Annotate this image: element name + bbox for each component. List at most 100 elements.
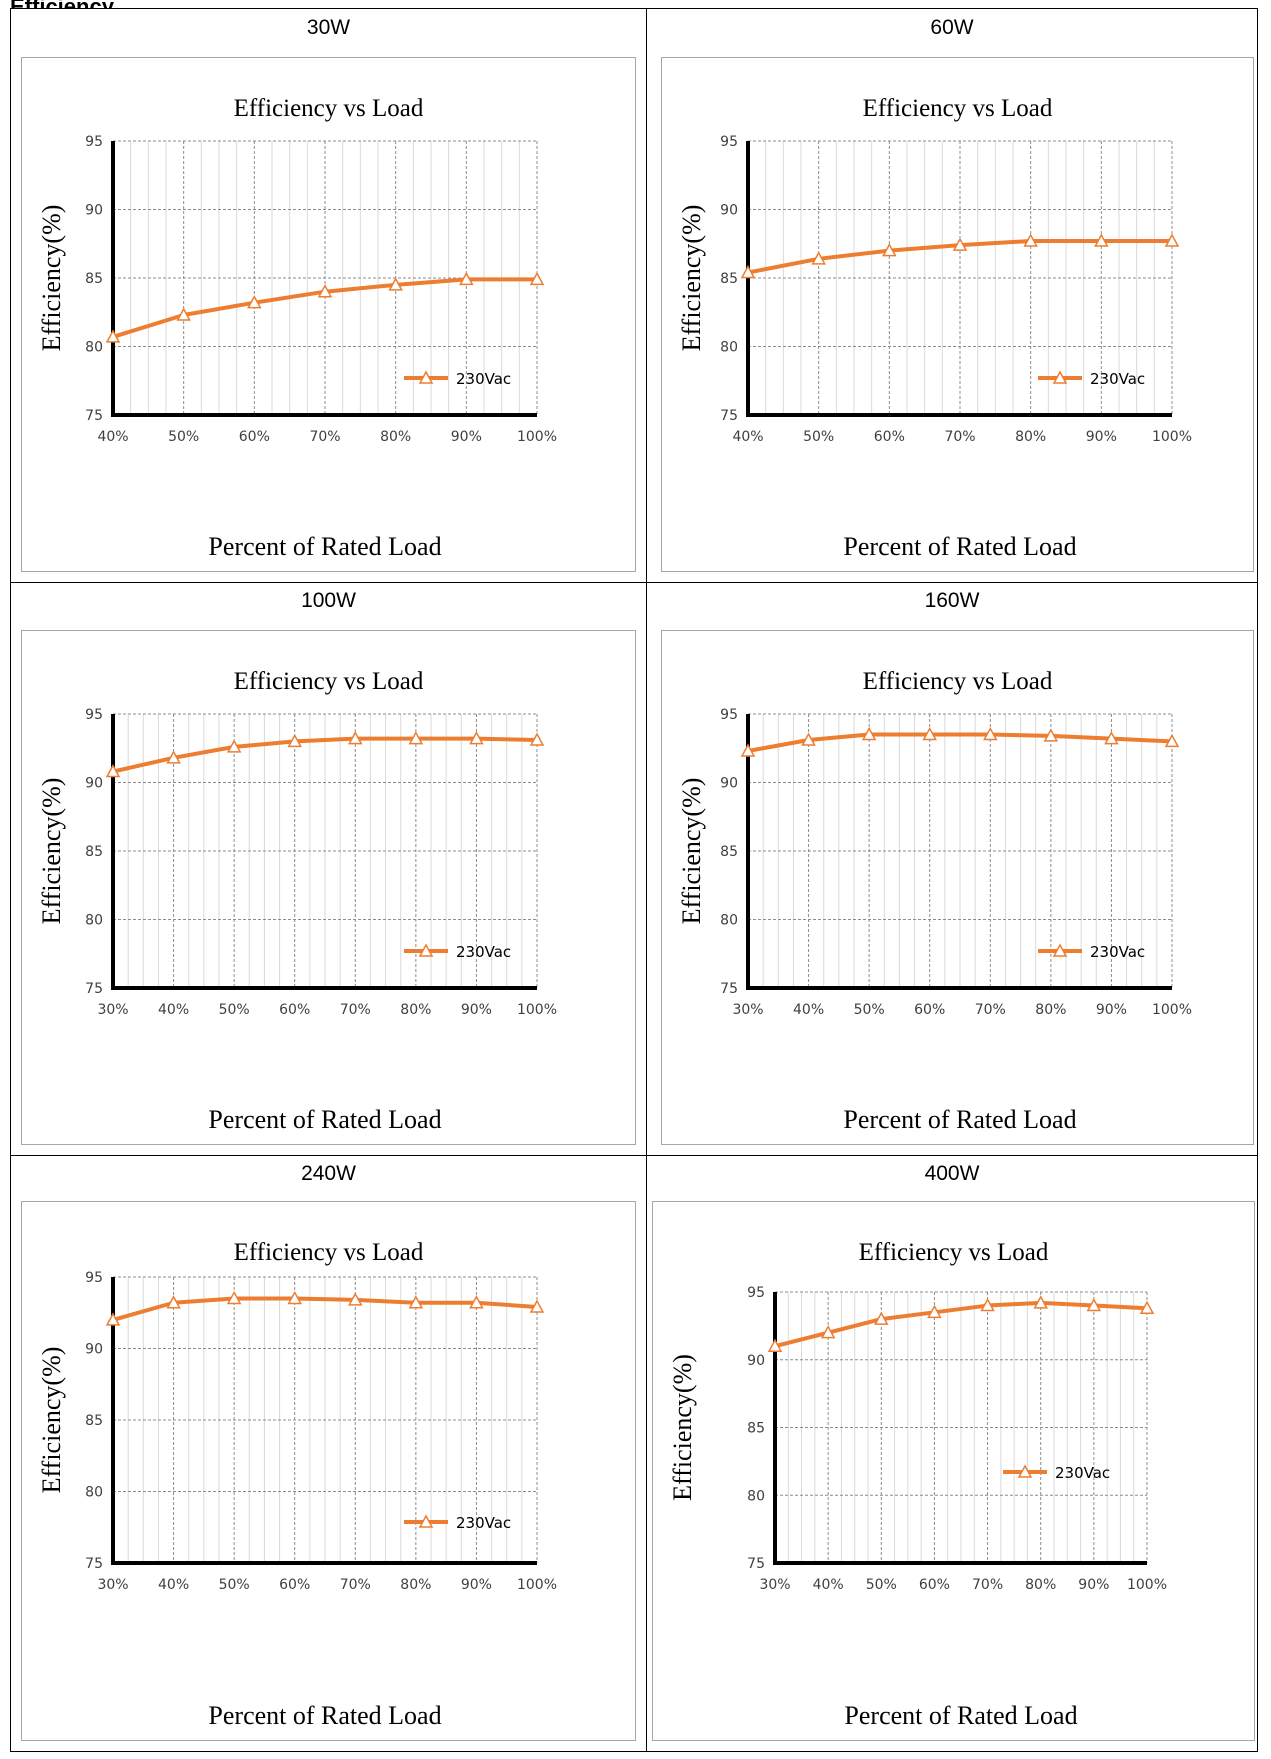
x-tick-label: 30% [97, 1002, 128, 1018]
data-point-marker [801, 732, 816, 746]
y-axis-title: Efficiency(%) [37, 205, 66, 352]
chart-panel: Efficiency vs Load 75 80 85 90 95 30% 40% 50% 60%… [661, 630, 1254, 1145]
y-tick-label: 75 [85, 981, 103, 997]
data-point-marker [287, 1290, 302, 1305]
y-tick-label: 90 [720, 776, 738, 792]
x-tick-label: 90% [461, 1577, 492, 1593]
legend-label: 230Vac [1090, 943, 1145, 961]
y-tick-label: 75 [720, 981, 738, 997]
x-tick-label: 70% [944, 429, 975, 445]
data-point-marker [882, 243, 897, 257]
efficiency-chart-svg: Efficiency vs Load 75 80 85 90 95 30% 40% 50% 60%… [37, 668, 557, 1134]
data-point-marker [740, 743, 756, 757]
x-tick-label: 90% [1096, 1002, 1127, 1018]
x-tick-label: 100% [517, 1577, 557, 1593]
y-tick-label: 80 [85, 913, 103, 929]
legend: 230Vac [1038, 370, 1145, 388]
x-tick-label: 60% [239, 429, 270, 445]
data-point-marker [408, 1295, 424, 1309]
x-tick-label: 40% [793, 1002, 824, 1018]
row-divider [11, 582, 1257, 583]
data-point-marker [980, 1297, 995, 1312]
chart-panel: Efficiency vs Load 75 80 85 90 95 30% 40% 50% 60%… [652, 1201, 1255, 1741]
x-tick-label: 100% [1127, 1577, 1167, 1593]
x-axis-title: Percent of Rated Load [844, 1701, 1077, 1730]
y-axis-title: Efficiency(%) [677, 205, 706, 352]
legend: 230Vac [1038, 943, 1145, 961]
efficiency-chart-svg: Efficiency vs Load 75 80 85 90 95 30% 40% 50% 60%… [668, 1239, 1167, 1730]
legend: 230Vac [404, 370, 511, 388]
chart-title: Efficiency vs Load [234, 668, 424, 695]
y-tick-label: 90 [747, 1353, 765, 1369]
data-point-marker [469, 731, 484, 745]
x-tick-label: 60% [919, 1577, 950, 1593]
legend-marker [418, 370, 434, 384]
efficiency-chart-svg: Efficiency vs Load 75 80 85 90 95 30% 40% 50% 60%… [37, 1239, 557, 1730]
data-point-marker [226, 1290, 242, 1305]
y-tick-label: 80 [85, 1485, 103, 1501]
data-point-marker [983, 726, 998, 741]
x-axis-title: Percent of Rated Load [208, 1701, 441, 1730]
power-rating-label: 400W [924, 1162, 980, 1185]
data-point-marker [388, 277, 403, 291]
y-tick-label: 85 [720, 844, 738, 860]
x-tick-label: 40% [732, 429, 763, 445]
x-tick-label: 60% [279, 1577, 310, 1593]
x-tick-label: 70% [972, 1577, 1003, 1593]
data-point-marker [529, 271, 545, 286]
y-tick-label: 85 [720, 271, 738, 287]
y-axis-title: Efficiency(%) [37, 778, 66, 925]
x-tick-label: 80% [1015, 429, 1046, 445]
x-tick-label: 70% [340, 1577, 371, 1593]
x-axis-title: Percent of Rated Load [208, 1105, 441, 1134]
y-tick-label: 75 [747, 1556, 765, 1572]
power-rating-label: 60W [930, 16, 974, 39]
x-tick-label: 90% [461, 1002, 492, 1018]
legend-marker [418, 943, 434, 957]
x-tick-label: 50% [854, 1002, 885, 1018]
y-tick-label: 90 [85, 1342, 103, 1358]
x-tick-label: 90% [1078, 1577, 1109, 1593]
y-tick-label: 75 [85, 408, 103, 424]
y-tick-label: 75 [85, 1556, 103, 1572]
chart-panel: Efficiency vs Load 75 80 85 90 95 40% 50% 60% 70%… [21, 57, 636, 572]
y-tick-label: 90 [85, 203, 103, 219]
y-tick-label: 75 [720, 408, 738, 424]
data-point-marker [459, 271, 474, 286]
x-tick-label: 80% [380, 429, 411, 445]
y-tick-label: 95 [85, 134, 103, 150]
data-point-marker [166, 750, 181, 764]
x-tick-label: 80% [400, 1002, 431, 1018]
x-tick-label: 50% [219, 1577, 250, 1593]
data-point-marker [166, 1295, 181, 1309]
y-axis-title: Efficiency(%) [677, 778, 706, 925]
y-tick-label: 85 [85, 271, 103, 287]
data-point-marker [952, 237, 968, 251]
x-tick-label: 60% [279, 1002, 310, 1018]
data-point-marker [529, 1299, 545, 1313]
chart-title: Efficiency vs Load [863, 95, 1053, 122]
efficiency-chart-svg: Efficiency vs Load 75 80 85 90 95 40% 50% 60% 70%… [677, 95, 1192, 561]
y-tick-label: 85 [85, 844, 103, 860]
chart-panel: Efficiency vs Load 75 80 85 90 95 30% 40% 50% 60%… [21, 1201, 636, 1741]
y-axis-title: Efficiency(%) [668, 1354, 697, 1501]
legend-label: 230Vac [456, 943, 511, 961]
efficiency-chart-svg: Efficiency vs Load 75 80 85 90 95 40% 50% 60% 70%… [37, 95, 557, 561]
x-tick-label: 100% [1152, 429, 1192, 445]
y-tick-label: 80 [747, 1488, 765, 1504]
efficiency-chart-svg: Efficiency vs Load 75 80 85 90 95 30% 40% 50% 60%… [677, 668, 1192, 1134]
x-tick-label: 40% [813, 1577, 844, 1593]
data-point-marker [820, 1325, 836, 1339]
series-line [112, 1296, 538, 1322]
x-tick-label: 90% [451, 429, 482, 445]
x-tick-label: 30% [759, 1577, 790, 1593]
y-tick-label: 95 [85, 1270, 103, 1286]
data-point-marker [105, 763, 121, 778]
data-point-marker [1164, 733, 1180, 748]
chart-cell-400w: 400W Efficiency vs Load 75 80 85 90 95 30% 40% 5… [646, 1155, 1258, 1752]
data-point-marker [348, 731, 363, 745]
y-tick-label: 80 [720, 913, 738, 929]
y-tick-label: 85 [747, 1421, 765, 1437]
row-divider [11, 1155, 1257, 1156]
chart-cell-60w: 60W Efficiency vs Load 75 80 85 90 95 40% 50% 60… [646, 9, 1258, 582]
